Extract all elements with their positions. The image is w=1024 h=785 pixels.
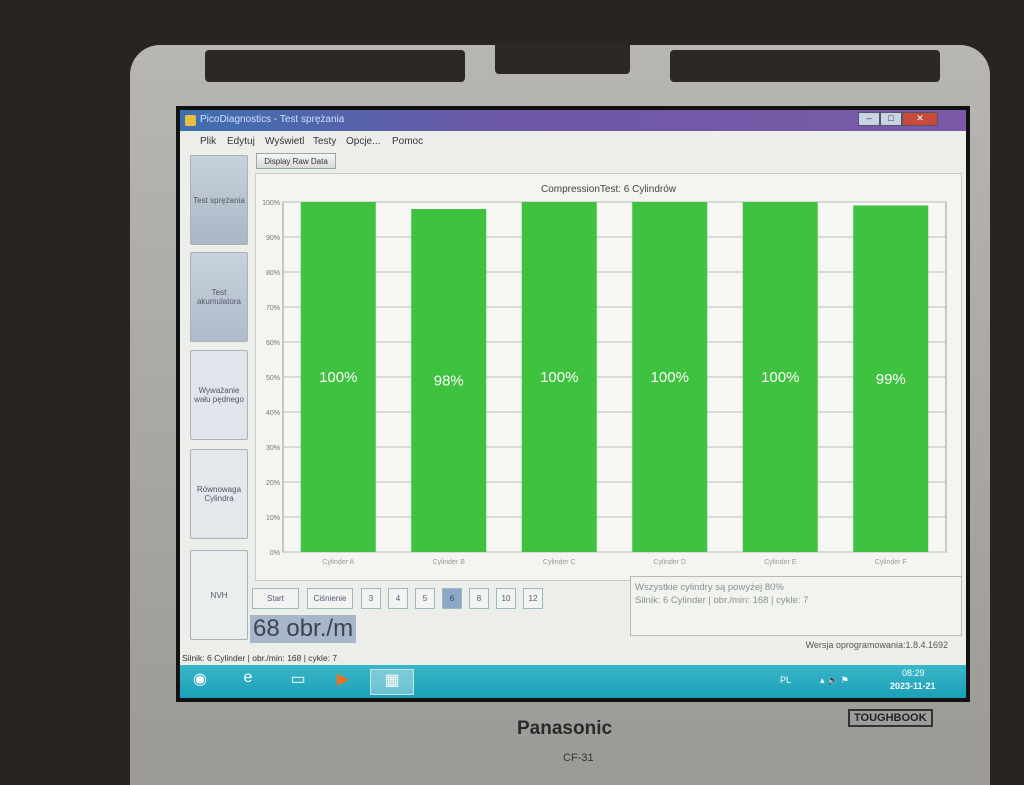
bar-cylinder-c (521, 202, 597, 552)
bar-cylinder-a (300, 202, 376, 552)
sidebar-item-nvh[interactable]: NVH (190, 550, 248, 640)
message-line: Silnik: 6 Cylinder | obr./min: 168 | cyk… (635, 595, 809, 606)
cylinder-count-6[interactable]: 6 (442, 588, 462, 609)
x-tick-label: Cylinder C (543, 559, 576, 566)
cisnienie-button[interactable]: Ciśnienie (307, 588, 353, 609)
toughbook-badge: TOUGHBOOK (848, 709, 933, 727)
cylinder-count-3[interactable]: 3 (361, 588, 381, 609)
status-bar: Silnik: 6 Cylinder | obr./min: 168 | cyk… (182, 653, 338, 663)
picodiagnostics-taskbar-icon[interactable]: ▦ (370, 669, 414, 695)
window-title: PicoDiagnostics - Test sprężania (200, 114, 345, 125)
title-bar: PicoDiagnostics - Test sprężania – □ ✕ (180, 110, 966, 131)
x-tick-label: Cylinder B (433, 559, 466, 566)
data-label: 98% (434, 373, 464, 390)
menu-wyswietl[interactable]: Wyświetl (265, 136, 305, 147)
minimize-button[interactable]: – (858, 112, 880, 126)
y-tick-label: 20% (266, 480, 280, 487)
app-window: PicoDiagnostics - Test sprężania – □ ✕ P… (180, 110, 966, 698)
menu-testy[interactable]: Testy (313, 136, 337, 147)
clock-time[interactable]: 08:29 (902, 668, 925, 678)
bar-cylinder-b (411, 209, 487, 552)
clock-date[interactable]: 2023-11-21 (890, 681, 936, 691)
y-tick-label: 30% (266, 445, 280, 452)
y-tick-label: 50% (266, 375, 280, 382)
y-tick-label: 100% (262, 200, 280, 207)
tray-icons[interactable]: ▴ 🔈 ⚑ (820, 675, 849, 685)
file-explorer-icon[interactable]: ▭ (290, 671, 306, 688)
message-line: Wszystkie cylindry są powyżej 80% (635, 582, 784, 593)
menu-bar: Plik Edytuj Wyświetl Testy Opcje... Pomo… (180, 132, 966, 150)
hinge (205, 50, 465, 82)
version-label: Wersja oprogramowania:1.8.4.1692 (805, 640, 948, 650)
menu-edytuj[interactable]: Edytuj (227, 136, 255, 147)
x-tick-label: Cylinder A (322, 559, 354, 566)
cylinder-count-8[interactable]: 8 (469, 588, 489, 609)
menu-opcje[interactable]: Opcje... (346, 136, 381, 147)
y-tick-label: 40% (266, 410, 280, 417)
y-tick-label: 90% (266, 235, 280, 242)
media-player-icon[interactable]: ▶ (336, 671, 350, 688)
display-raw-data-button[interactable]: Display Raw Data (256, 153, 336, 169)
sidebar-item-test-sprezania[interactable]: Test sprężania (190, 155, 248, 245)
x-tick-label: Cylinder F (875, 559, 907, 566)
data-label: 99% (876, 371, 906, 388)
data-label: 100% (761, 369, 799, 386)
start-button[interactable]: Start (252, 588, 299, 609)
cylinder-count-10[interactable]: 10 (496, 588, 516, 609)
compression-chart: 0% 10% 20% 30% 40% 50% 60% 70% 80% 90% 100% 100% Cyl… (262, 200, 947, 566)
data-label: 100% (319, 369, 357, 386)
sidebar-item-rownowaga[interactable]: Równowaga Cylindra (190, 449, 248, 539)
taskbar: ◉ e ▭ ▶ ▦ PL ▴ 🔈 ⚑ 08:29 2023-11-21 (180, 665, 966, 698)
brand-logo: Panasonic (517, 718, 613, 739)
bar-cylinder-d (632, 202, 708, 552)
rpm-display: 68 obr./m (250, 615, 357, 643)
start-orb-icon[interactable]: ◉ (193, 671, 207, 688)
menu-pomoc[interactable]: Pomoc (392, 136, 424, 147)
y-tick-label: 70% (266, 305, 280, 312)
close-button[interactable]: ✕ (902, 112, 938, 126)
x-tick-label: Cylinder E (764, 559, 797, 566)
y-tick-label: 10% (266, 515, 280, 522)
x-tick-label: Cylinder D (653, 559, 686, 566)
data-label: 100% (540, 369, 578, 386)
model-label: CF-31 (563, 752, 594, 764)
cylinder-count-5[interactable]: 5 (415, 588, 435, 609)
y-tick-label: 80% (266, 270, 280, 277)
cylinder-count-12[interactable]: 12 (523, 588, 543, 609)
data-label: 100% (651, 369, 689, 386)
bar-cylinder-e (742, 202, 818, 552)
sidebar-item-wywazanie[interactable]: Wyważanie wału pędnego (190, 350, 248, 440)
chart-title: CompressionTest: 6 Cylindrów (540, 184, 677, 195)
hinge (670, 50, 940, 82)
bar-cylinder-f (853, 205, 929, 552)
maximize-button[interactable]: □ (880, 112, 902, 126)
message-box: Wszystkie cylindry są powyżej 80% Silnik… (630, 576, 962, 636)
language-indicator[interactable]: PL (780, 675, 792, 685)
chart-panel: CompressionTest: 6 Cylindrów 0% 10% 20% 30%… (255, 173, 962, 581)
y-tick-label: 0% (270, 550, 280, 557)
cylinder-count-4[interactable]: 4 (388, 588, 408, 609)
sidebar-item-test-akumulatora[interactable]: Test akumulatora (190, 252, 248, 342)
latch (495, 42, 630, 74)
y-tick-label: 60% (266, 340, 280, 347)
internet-explorer-icon[interactable]: e (243, 669, 253, 686)
app-icon (185, 115, 196, 126)
menu-plik[interactable]: Plik (200, 136, 217, 147)
